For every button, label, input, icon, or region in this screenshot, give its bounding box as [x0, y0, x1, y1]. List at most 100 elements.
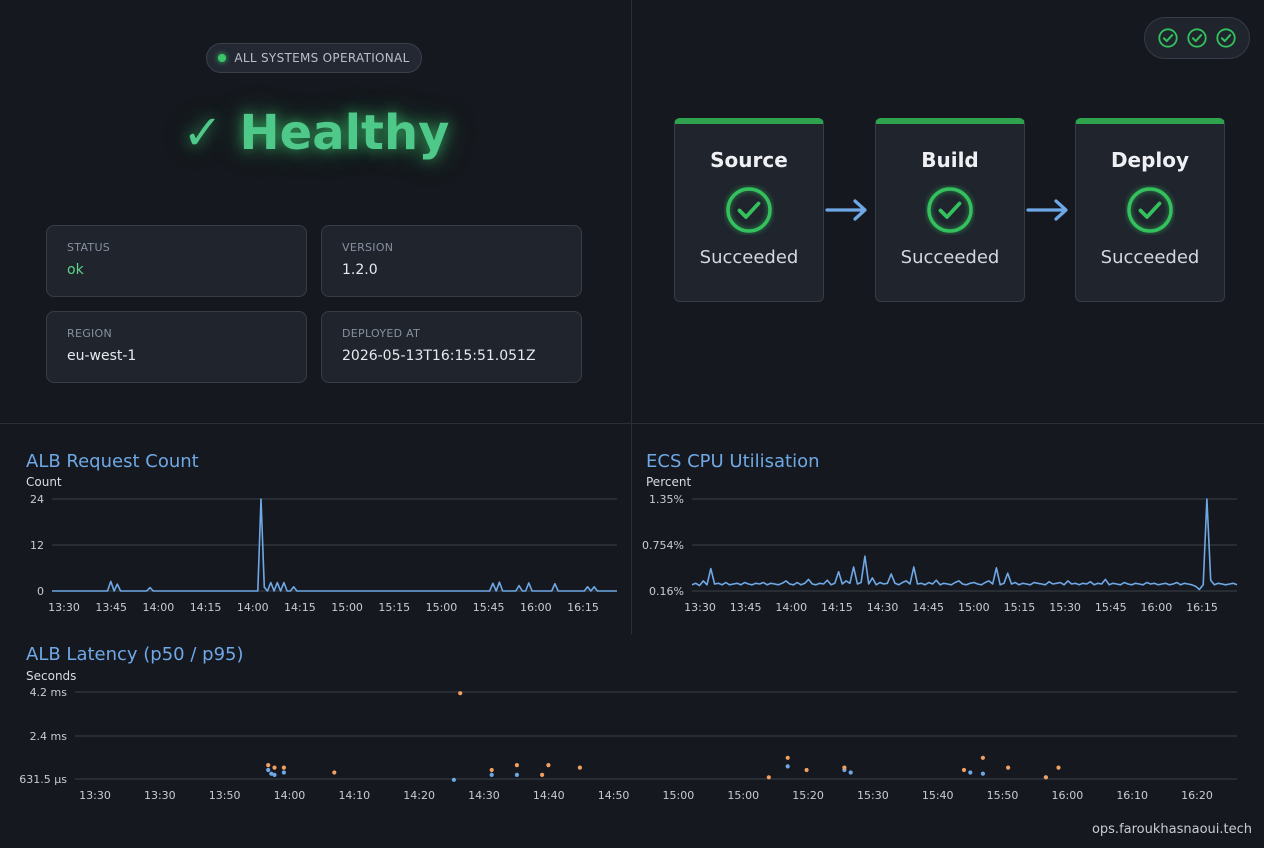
system-status-pill: ALL SYSTEMS OPERATIONAL — [206, 43, 422, 73]
x-tick-label: 16:10 — [1116, 789, 1148, 802]
latency-point-p50 — [968, 770, 973, 775]
x-tick-label: 14:10 — [338, 789, 370, 802]
chart-title: ALB Request Count — [26, 451, 199, 472]
x-tick-label: 15:30 — [1049, 601, 1081, 614]
latency-panel: ALB Latency (p50 / p95) Seconds 4.2 ms 2.… — [0, 634, 1264, 848]
x-tick-label: 16:15 — [1186, 601, 1218, 614]
x-tick-label: 13:45 — [730, 601, 762, 614]
x-tick-label: 15:00 — [958, 601, 990, 614]
latency-point-p95 — [272, 765, 277, 770]
x-tick-label: 14:20 — [403, 789, 435, 802]
latency-point-p95 — [458, 691, 463, 696]
x-tick-label: 15:15 — [378, 601, 410, 614]
cpu-utilisation-chart: 1.35% 0.754% 0.16%13:30 13:45 14:00 14:15 14:3… — [642, 493, 1238, 614]
stage-deploy[interactable]: Deploy Succeeded — [1075, 118, 1225, 302]
x-tick-label: 16:00 — [1141, 601, 1173, 614]
x-tick-label: 14:00 — [143, 601, 175, 614]
y-tick-label: 1.35% — [649, 493, 684, 506]
x-tick-label: 16:20 — [1181, 789, 1213, 802]
version-card: VERSION 1.2.0 — [321, 225, 582, 297]
footer-domain: ops.faroukhasnaoui.tech — [1091, 822, 1252, 837]
x-tick-label: 15:20 — [792, 789, 824, 802]
request-count-chart: 24 12 0 13:30 13:45 14:00 14:15 14:00 14:15 15:00… — [30, 493, 617, 614]
latency-point-p95 — [1056, 765, 1061, 770]
y-tick-label: 0 — [37, 585, 44, 598]
x-tick-label: 14:50 — [598, 789, 630, 802]
check-circle-icon — [1187, 28, 1207, 48]
y-tick-label: 4.2 ms — [30, 686, 68, 699]
pipeline-panel: Source Succeeded Build Succeeded Deploy … — [632, 0, 1264, 424]
x-tick-label: 14:40 — [533, 789, 565, 802]
x-tick-label: 14:00 — [237, 601, 269, 614]
y-tick-label: 24 — [30, 493, 44, 506]
stage-summary-pill — [1144, 17, 1250, 59]
x-tick-label: 15:00 — [426, 601, 458, 614]
x-tick-label: 13:30 — [48, 601, 80, 614]
series-line — [52, 498, 617, 592]
latency-point-p95 — [332, 770, 337, 775]
x-tick-label: 15:15 — [1004, 601, 1036, 614]
latency-point-p95 — [540, 772, 545, 777]
request-count-panel: ALB Request Count Count 24 12 0 13:30 13:45 1… — [0, 424, 632, 634]
y-axis-label: Percent — [646, 475, 692, 489]
latency-point-p95 — [1043, 775, 1048, 780]
chart-title: ALB Latency (p50 / p95) — [26, 644, 244, 665]
x-tick-label: 15:00 — [331, 601, 363, 614]
latency-point-p95 — [980, 755, 986, 760]
y-axis-label: Count — [26, 475, 62, 489]
stage-name: Deploy — [1110, 148, 1190, 172]
x-tick-label: 16:00 — [520, 601, 552, 614]
deployed-at-card-label: DEPLOYED AT — [342, 327, 421, 340]
latency-point-p95 — [514, 763, 520, 768]
latency-point-p50 — [514, 772, 520, 777]
x-tick-label: 13:45 — [95, 601, 127, 614]
check-circle-icon — [1127, 187, 1173, 233]
x-tick-label: 14:00 — [775, 601, 807, 614]
chart-title: ECS CPU Utilisation — [646, 451, 820, 472]
latency-point-p50 — [266, 767, 271, 773]
latency-point-p50 — [451, 777, 456, 782]
latency-point-p50 — [269, 771, 274, 776]
system-status-text: ALL SYSTEMS OPERATIONAL — [234, 51, 410, 65]
latency-point-p50 — [281, 770, 286, 775]
y-tick-label: 12 — [30, 539, 44, 552]
latency-point-p95 — [804, 767, 809, 773]
arrow-right-icon — [1026, 199, 1068, 221]
y-axis-label: Seconds — [26, 669, 77, 683]
status-panel: ALL SYSTEMS OPERATIONAL ✓ Healthy STATUS… — [0, 0, 632, 424]
y-tick-label: 0.754% — [642, 539, 684, 552]
cpu-utilisation-panel: ECS CPU Utilisation Percent 1.35% 0.754% 0… — [632, 424, 1264, 634]
x-tick-label: 14:30 — [468, 789, 500, 802]
latency-point-p95 — [785, 755, 790, 760]
latency-point-p50 — [272, 772, 277, 777]
latency-point-p50 — [848, 770, 853, 775]
x-tick-label: 13:30 — [79, 789, 111, 802]
latency-point-p95 — [961, 767, 967, 773]
x-tick-label: 15:45 — [473, 601, 505, 614]
x-tick-label: 15:00 — [727, 789, 759, 802]
stage-status: Succeeded — [699, 247, 799, 268]
latency-chart: 4.2 ms 2.4 ms 631.5 µs 13:30 13:30 13:50 14:00… — [19, 686, 1237, 802]
x-tick-label: 14:15 — [284, 601, 316, 614]
version-card-value: 1.2.0 — [342, 262, 378, 278]
x-tick-label: 14:15 — [190, 601, 222, 614]
region-card: REGION eu-west-1 — [46, 311, 307, 383]
arrow-right-icon — [825, 199, 867, 221]
stage-build[interactable]: Build Succeeded — [875, 118, 1025, 302]
status-card-value: ok — [67, 262, 84, 278]
version-card-label: VERSION — [342, 241, 394, 254]
check-circle-icon — [726, 187, 772, 233]
latency-point-p95 — [842, 765, 847, 770]
y-tick-label: 2.4 ms — [30, 730, 68, 743]
x-tick-label: 15:45 — [1095, 601, 1127, 614]
latency-point-p50 — [489, 772, 494, 777]
status-dot-icon — [218, 54, 227, 62]
latency-point-p50 — [980, 771, 986, 776]
stage-source[interactable]: Source Succeeded — [674, 118, 824, 302]
x-tick-label: 16:00 — [1052, 789, 1084, 802]
latency-point-p95 — [489, 767, 494, 773]
series-line — [691, 498, 1238, 591]
latency-point-p50 — [785, 764, 790, 769]
latency-point-p95 — [546, 763, 551, 768]
stage-name: Build — [921, 148, 979, 172]
